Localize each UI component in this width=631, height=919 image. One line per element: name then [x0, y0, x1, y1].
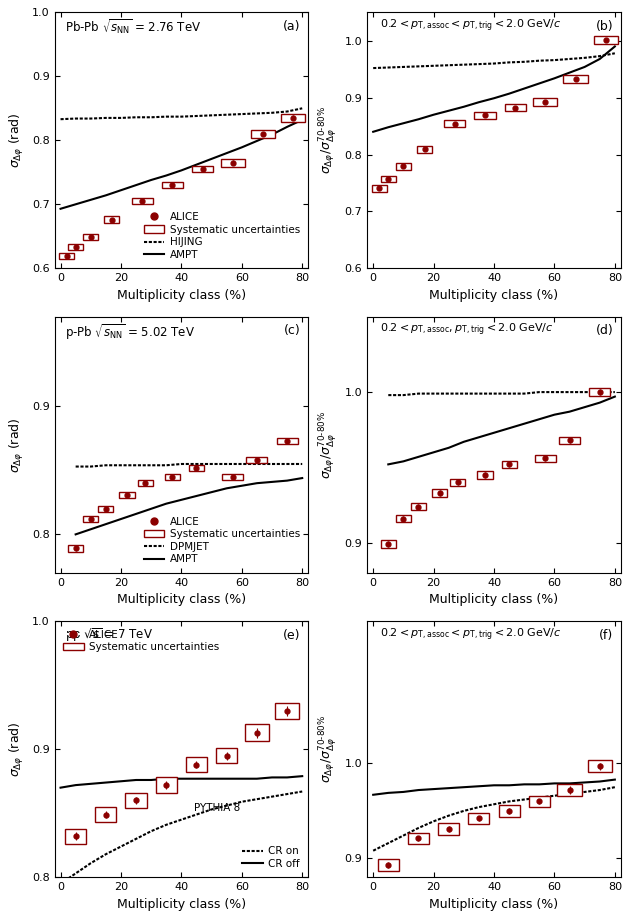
FancyBboxPatch shape [432, 489, 447, 497]
FancyBboxPatch shape [438, 823, 459, 834]
Text: pp $\sqrt{s}$ = 7 TeV: pp $\sqrt{s}$ = 7 TeV [64, 627, 153, 644]
X-axis label: Multiplicity class (%): Multiplicity class (%) [430, 289, 558, 301]
Y-axis label: $\sigma_{\Delta\varphi}/\sigma_{\Delta\varphi}^{70\text{-}80\%}$: $\sigma_{\Delta\varphi}/\sigma_{\Delta\v… [317, 411, 339, 479]
FancyBboxPatch shape [138, 480, 153, 486]
FancyBboxPatch shape [380, 176, 396, 182]
Text: (a): (a) [283, 20, 300, 33]
FancyBboxPatch shape [68, 244, 83, 250]
Text: Pb-Pb $\sqrt{s_{\mathrm{NN}}}$ = 2.76 TeV: Pb-Pb $\sqrt{s_{\mathrm{NN}}}$ = 2.76 Te… [64, 17, 201, 37]
FancyBboxPatch shape [417, 146, 432, 153]
FancyBboxPatch shape [98, 505, 114, 512]
FancyBboxPatch shape [68, 545, 83, 551]
FancyBboxPatch shape [246, 457, 268, 463]
Y-axis label: $\sigma_{\Delta\varphi}$ (rad): $\sigma_{\Delta\varphi}$ (rad) [8, 721, 27, 777]
FancyBboxPatch shape [59, 253, 74, 259]
FancyBboxPatch shape [276, 437, 298, 444]
X-axis label: Multiplicity class (%): Multiplicity class (%) [117, 898, 246, 911]
FancyBboxPatch shape [502, 460, 517, 468]
X-axis label: Multiplicity class (%): Multiplicity class (%) [430, 593, 558, 607]
FancyBboxPatch shape [468, 812, 490, 824]
Text: $0.2 < p_{\mathrm{T,assoc}} < p_{\mathrm{T,trig}} < 2.0$ GeV/$c$: $0.2 < p_{\mathrm{T,assoc}} < p_{\mathrm… [380, 17, 562, 34]
FancyBboxPatch shape [535, 455, 556, 462]
FancyBboxPatch shape [95, 807, 117, 823]
FancyBboxPatch shape [475, 112, 495, 119]
FancyBboxPatch shape [396, 515, 411, 522]
FancyBboxPatch shape [162, 182, 183, 188]
Y-axis label: $\sigma_{\Delta\varphi}/\sigma_{\Delta\varphi}^{70\text{-}80\%}$: $\sigma_{\Delta\varphi}/\sigma_{\Delta\v… [317, 107, 339, 175]
Y-axis label: $\sigma_{\Delta\varphi}$ (rad): $\sigma_{\Delta\varphi}$ (rad) [8, 417, 27, 472]
FancyBboxPatch shape [444, 120, 465, 127]
FancyBboxPatch shape [222, 473, 244, 480]
FancyBboxPatch shape [559, 437, 580, 444]
FancyBboxPatch shape [505, 105, 526, 111]
FancyBboxPatch shape [83, 233, 98, 240]
FancyBboxPatch shape [594, 36, 618, 44]
FancyBboxPatch shape [450, 479, 465, 486]
FancyBboxPatch shape [104, 217, 119, 222]
FancyBboxPatch shape [119, 492, 134, 498]
FancyBboxPatch shape [221, 159, 245, 166]
FancyBboxPatch shape [557, 784, 582, 796]
FancyBboxPatch shape [65, 829, 86, 844]
FancyBboxPatch shape [478, 471, 493, 479]
FancyBboxPatch shape [192, 166, 213, 172]
FancyBboxPatch shape [251, 130, 275, 138]
FancyBboxPatch shape [563, 75, 587, 84]
FancyBboxPatch shape [411, 503, 426, 510]
Text: (f): (f) [599, 629, 613, 642]
FancyBboxPatch shape [131, 198, 153, 204]
Text: $0.2 < p_{\mathrm{T,assoc}},p_{\mathrm{T,trig}} < 2.0$ GeV/$c$: $0.2 < p_{\mathrm{T,assoc}},p_{\mathrm{T… [380, 322, 553, 338]
FancyBboxPatch shape [380, 540, 396, 548]
FancyBboxPatch shape [408, 833, 429, 844]
FancyBboxPatch shape [186, 757, 207, 772]
FancyBboxPatch shape [83, 516, 98, 522]
FancyBboxPatch shape [396, 163, 411, 170]
FancyBboxPatch shape [245, 724, 269, 741]
FancyBboxPatch shape [372, 185, 387, 191]
Text: p-Pb $\sqrt{s_{\mathrm{NN}}}$ = 5.02 TeV: p-Pb $\sqrt{s_{\mathrm{NN}}}$ = 5.02 TeV [64, 322, 195, 342]
FancyBboxPatch shape [189, 465, 204, 471]
FancyBboxPatch shape [165, 473, 180, 480]
Text: (e): (e) [283, 629, 300, 642]
Legend: ALICE, Systematic uncertainties: ALICE, Systematic uncertainties [60, 627, 222, 655]
Text: (c): (c) [284, 324, 300, 337]
Legend: ALICE, Systematic uncertainties, DPMJET, AMPT: ALICE, Systematic uncertainties, DPMJET,… [141, 514, 303, 568]
FancyBboxPatch shape [587, 760, 612, 773]
FancyBboxPatch shape [126, 793, 146, 808]
FancyBboxPatch shape [589, 389, 610, 396]
X-axis label: Multiplicity class (%): Multiplicity class (%) [117, 289, 246, 301]
Text: (b): (b) [596, 20, 613, 33]
FancyBboxPatch shape [533, 98, 557, 107]
FancyBboxPatch shape [156, 777, 177, 793]
Text: PYTHIA 8: PYTHIA 8 [194, 803, 240, 813]
X-axis label: Multiplicity class (%): Multiplicity class (%) [430, 898, 558, 911]
FancyBboxPatch shape [281, 114, 305, 121]
Y-axis label: $\sigma_{\Delta\varphi}$ (rad): $\sigma_{\Delta\varphi}$ (rad) [8, 113, 27, 168]
Text: $0.2 < p_{\mathrm{T,assoc}} < p_{\mathrm{T,trig}} < 2.0$ GeV/$c$: $0.2 < p_{\mathrm{T,assoc}} < p_{\mathrm… [380, 627, 562, 642]
FancyBboxPatch shape [498, 805, 520, 817]
Y-axis label: $\sigma_{\Delta\varphi}/\sigma_{\Delta\varphi}^{70\text{-}80\%}$: $\sigma_{\Delta\varphi}/\sigma_{\Delta\v… [317, 715, 339, 783]
FancyBboxPatch shape [216, 748, 237, 764]
Text: (d): (d) [596, 324, 613, 337]
X-axis label: Multiplicity class (%): Multiplicity class (%) [117, 593, 246, 607]
FancyBboxPatch shape [529, 796, 550, 807]
Legend: ALICE, Systematic uncertainties, HIJING, AMPT: ALICE, Systematic uncertainties, HIJING,… [141, 209, 303, 263]
FancyBboxPatch shape [275, 702, 299, 720]
FancyBboxPatch shape [378, 859, 399, 870]
